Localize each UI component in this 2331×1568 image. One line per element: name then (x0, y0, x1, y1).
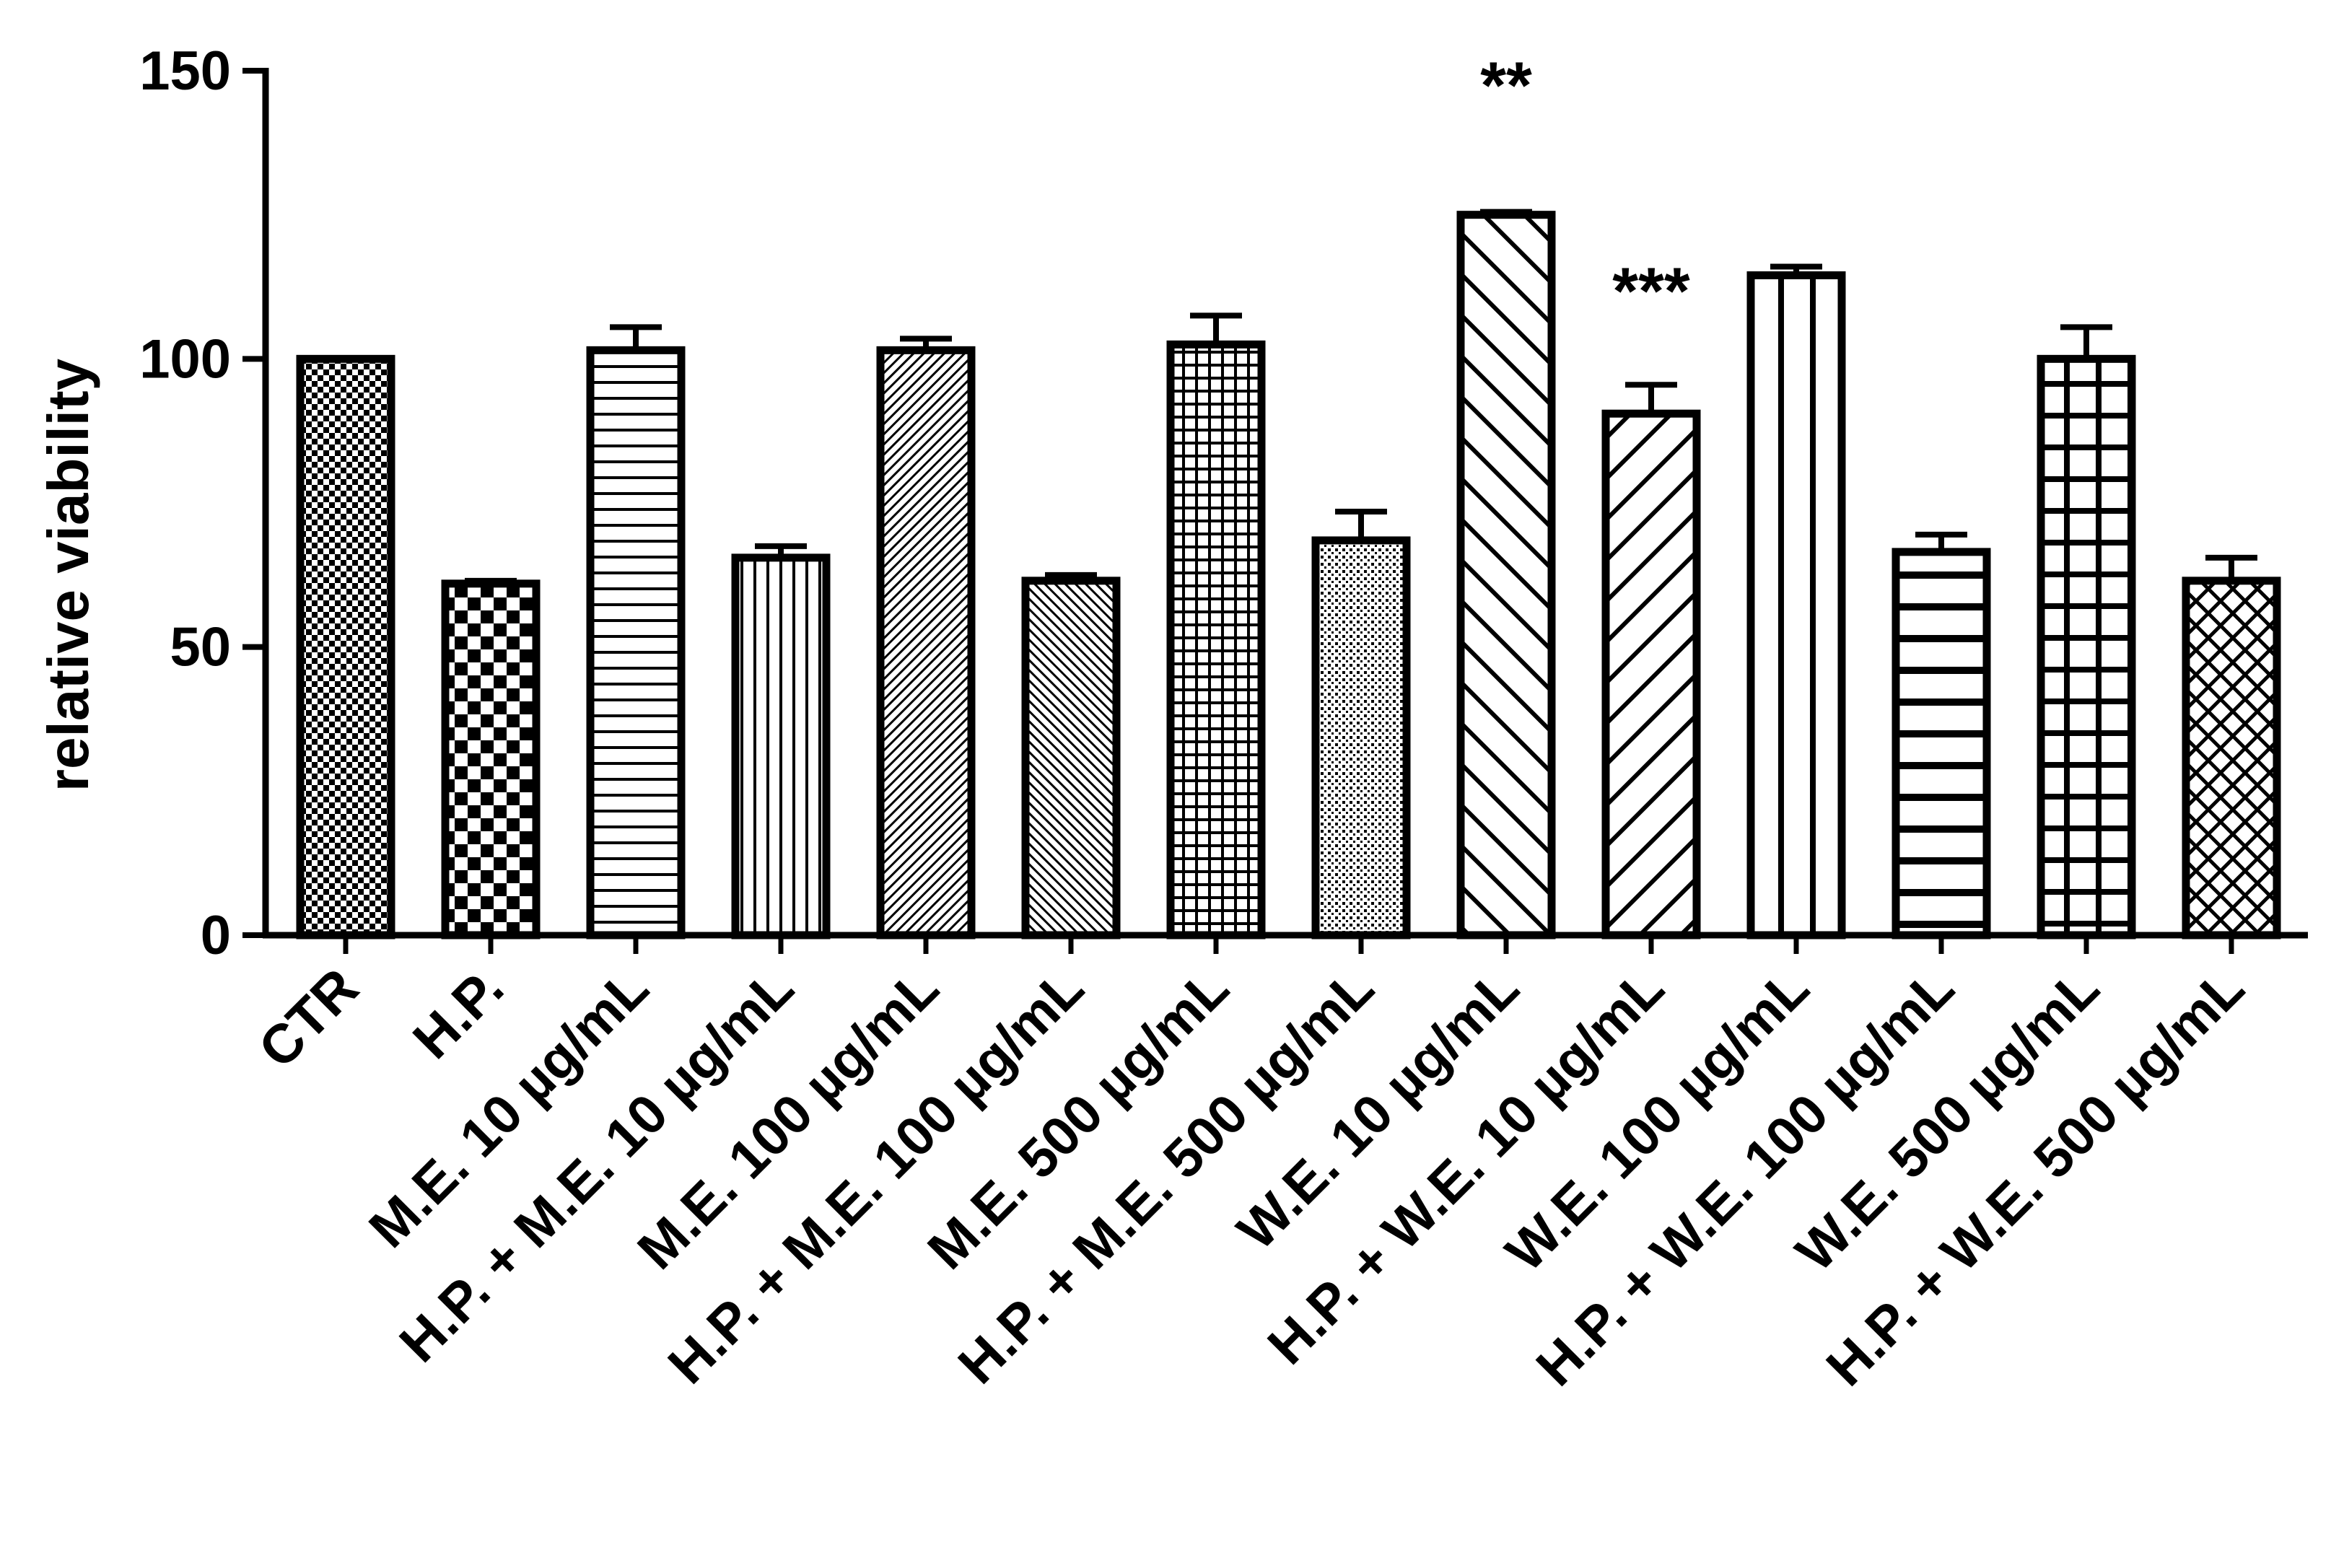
y-tick-label-1: 50 (170, 617, 231, 678)
bar-4 (876, 346, 976, 940)
axes-layer (242, 68, 2308, 954)
significance-marker-0: ** (1480, 49, 1532, 123)
bar-3 (731, 553, 831, 940)
x-tick-label-1: H.P. (401, 957, 515, 1071)
bar-13 (2182, 577, 2281, 940)
bar-2 (586, 346, 686, 940)
y-tick-label-2: 100 (139, 328, 231, 390)
y-tick-label-0: 0 (201, 905, 231, 966)
bar-8 (1456, 211, 1556, 940)
significance-marker-1: *** (1612, 255, 1690, 328)
bars-layer (296, 209, 2281, 940)
x-tick-label-0: CTR (247, 957, 370, 1080)
bar-7 (1311, 536, 1411, 940)
bar-10 (1746, 271, 1846, 940)
bar-1 (441, 579, 541, 940)
bar-6 (1166, 340, 1266, 940)
bar-11 (1892, 548, 1991, 940)
bar-12 (2037, 354, 2136, 940)
y-axis-title: relative viability (36, 358, 100, 792)
bar-9 (1601, 409, 1701, 940)
bar-5 (1021, 577, 1121, 940)
bar-0 (296, 354, 395, 940)
y-tick-label-3: 150 (139, 40, 231, 102)
